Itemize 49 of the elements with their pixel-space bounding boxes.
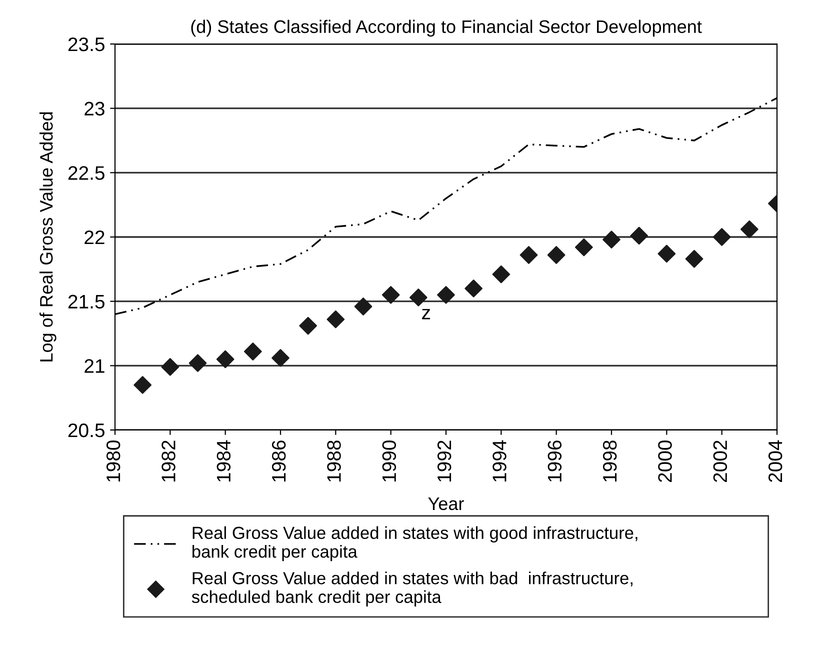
point: [354, 298, 372, 316]
point: [520, 246, 538, 264]
y-axis-title: Log of Real Gross Value Added: [39, 112, 56, 362]
x-tick-label: 2000: [658, 440, 672, 482]
point: [299, 316, 317, 335]
point: [464, 280, 482, 298]
point: [410, 288, 428, 306]
x-tick-label: 1988: [327, 440, 341, 482]
legend-label: Real Gross Value added in states with good infrastructure, bank credit per capita: [192, 526, 638, 562]
point: [740, 220, 758, 238]
x-tick-label: 1994: [492, 440, 506, 482]
legend-label: Real Gross Value added in states with bad infrastructure, scheduled bank credit per capita: [192, 572, 632, 606]
point: [382, 286, 400, 304]
x-tick-label: 1990: [382, 440, 396, 482]
y-tick-label: 20.5: [68, 423, 104, 438]
x-tick-label: 1998: [602, 440, 617, 482]
point: [630, 226, 648, 245]
y-tick-label: 22.5: [68, 166, 104, 180]
point: [244, 342, 262, 360]
x-tick-label: 2002: [713, 440, 728, 482]
x-tick-label: 1986: [272, 440, 286, 482]
point: [658, 244, 676, 263]
x-tick-label: 1984: [216, 440, 231, 482]
point: [326, 310, 345, 328]
chart-title: (d) States Classified According to Financial Sector Development: [191, 20, 702, 37]
point: [188, 354, 207, 372]
x-tick-label: 1992: [437, 440, 452, 482]
x-tick-label: 1996: [548, 440, 562, 482]
annotation: z: [422, 308, 430, 320]
x-tick-label: 2004: [768, 440, 782, 482]
x-tick-label: 1982: [162, 440, 176, 482]
x-axis-title: Year: [428, 498, 464, 510]
y-tick-label: 22: [84, 230, 104, 244]
point: [712, 228, 731, 246]
point: [134, 376, 152, 394]
y-tick-label: 23: [84, 102, 104, 116]
point: [272, 349, 290, 367]
point: [161, 358, 180, 376]
point: [547, 246, 566, 264]
point: [492, 265, 510, 284]
point: [685, 250, 704, 268]
y-tick-label: 23.5: [68, 37, 104, 52]
y-tick-label: 21.5: [68, 294, 104, 309]
point: [216, 350, 234, 368]
point: [437, 286, 455, 304]
y-tick-label: 21: [84, 359, 104, 373]
point: [602, 230, 620, 248]
x-tick-label: 1980: [106, 440, 120, 482]
point: [575, 238, 593, 256]
